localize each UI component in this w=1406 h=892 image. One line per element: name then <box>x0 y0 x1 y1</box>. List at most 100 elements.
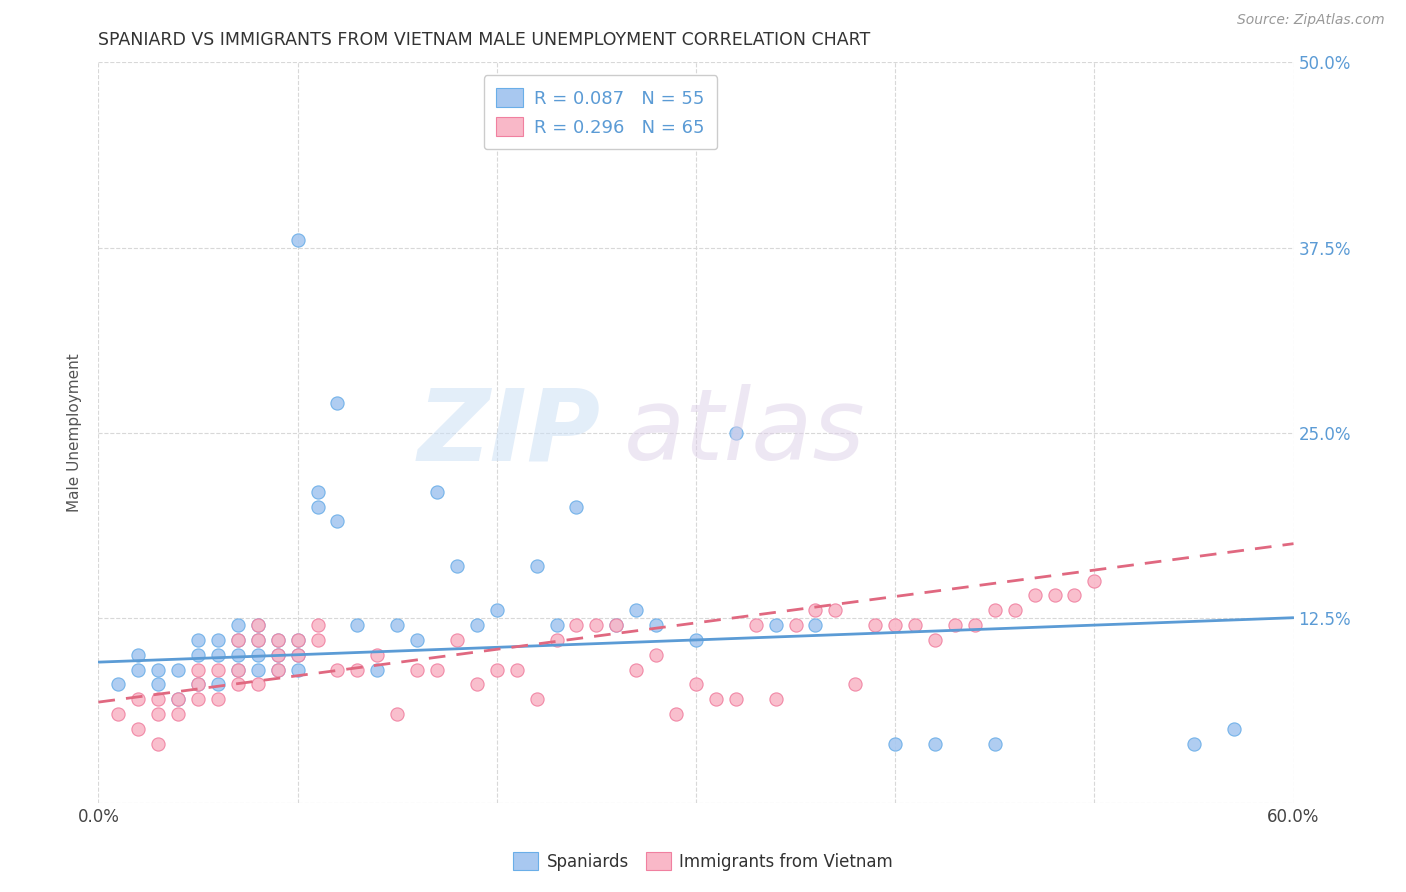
Point <box>785 618 807 632</box>
Point <box>884 737 907 751</box>
Point <box>307 618 329 632</box>
Point <box>267 663 290 677</box>
Point <box>605 618 627 632</box>
Point <box>307 632 329 647</box>
Point <box>326 515 349 529</box>
Point <box>187 663 209 677</box>
Point <box>127 663 149 677</box>
Point <box>207 692 229 706</box>
Point <box>167 692 190 706</box>
Point <box>605 618 627 632</box>
Point <box>226 648 249 662</box>
Text: Source: ZipAtlas.com: Source: ZipAtlas.com <box>1237 13 1385 28</box>
Point <box>546 632 568 647</box>
Point <box>107 706 129 721</box>
Point <box>626 663 648 677</box>
Point <box>167 663 190 677</box>
Point <box>943 618 966 632</box>
Point <box>187 692 209 706</box>
Point <box>724 425 747 440</box>
Point <box>127 648 149 662</box>
Point <box>904 618 927 632</box>
Point <box>148 706 170 721</box>
Point <box>385 706 409 721</box>
Point <box>167 706 190 721</box>
Point <box>326 396 349 410</box>
Point <box>207 632 229 647</box>
Point <box>226 632 249 647</box>
Point <box>226 618 249 632</box>
Text: ZIP: ZIP <box>418 384 600 481</box>
Point <box>1004 603 1026 617</box>
Point <box>246 632 269 647</box>
Point <box>724 692 747 706</box>
Point <box>844 677 866 691</box>
Point <box>884 618 907 632</box>
Point <box>465 618 488 632</box>
Point <box>246 618 269 632</box>
Point <box>1223 722 1246 736</box>
Point <box>804 618 827 632</box>
Point <box>267 648 290 662</box>
Point <box>346 663 368 677</box>
Point <box>824 603 846 617</box>
Point <box>287 233 309 247</box>
Legend: Spaniards, Immigrants from Vietnam: Spaniards, Immigrants from Vietnam <box>505 844 901 880</box>
Point <box>745 618 768 632</box>
Point <box>246 648 269 662</box>
Point <box>924 737 946 751</box>
Point <box>765 692 787 706</box>
Point <box>148 663 170 677</box>
Point <box>187 648 209 662</box>
Point <box>485 663 508 677</box>
Point <box>307 500 329 514</box>
Point <box>406 663 429 677</box>
Point <box>385 618 409 632</box>
Point <box>685 677 707 691</box>
Point <box>506 663 529 677</box>
Text: atlas: atlas <box>624 384 866 481</box>
Point <box>107 677 129 691</box>
Text: SPANIARD VS IMMIGRANTS FROM VIETNAM MALE UNEMPLOYMENT CORRELATION CHART: SPANIARD VS IMMIGRANTS FROM VIETNAM MALE… <box>98 31 870 49</box>
Point <box>984 603 1007 617</box>
Point <box>446 632 468 647</box>
Point <box>287 648 309 662</box>
Point <box>307 484 329 499</box>
Point <box>287 632 309 647</box>
Point <box>704 692 727 706</box>
Point <box>963 618 986 632</box>
Point <box>246 677 269 691</box>
Point <box>465 677 488 691</box>
Point <box>226 632 249 647</box>
Point <box>546 618 568 632</box>
Point <box>526 692 548 706</box>
Point <box>1182 737 1205 751</box>
Point <box>406 632 429 647</box>
Point <box>148 692 170 706</box>
Point <box>366 648 388 662</box>
Point <box>1063 589 1085 603</box>
Point <box>446 558 468 573</box>
Point <box>207 648 229 662</box>
Point <box>287 648 309 662</box>
Point <box>246 618 269 632</box>
Point <box>226 677 249 691</box>
Point <box>187 677 209 691</box>
Point <box>426 484 449 499</box>
Point <box>565 500 588 514</box>
Point <box>267 632 290 647</box>
Point <box>287 663 309 677</box>
Point <box>287 632 309 647</box>
Point <box>924 632 946 647</box>
Point <box>645 648 668 662</box>
Point <box>526 558 548 573</box>
Point <box>148 677 170 691</box>
Point <box>167 692 190 706</box>
Point <box>426 663 449 677</box>
Point <box>1043 589 1066 603</box>
Point <box>326 663 349 677</box>
Point <box>187 677 209 691</box>
Legend: R = 0.087   N = 55, R = 0.296   N = 65: R = 0.087 N = 55, R = 0.296 N = 65 <box>484 75 717 149</box>
Point <box>246 632 269 647</box>
Point <box>804 603 827 617</box>
